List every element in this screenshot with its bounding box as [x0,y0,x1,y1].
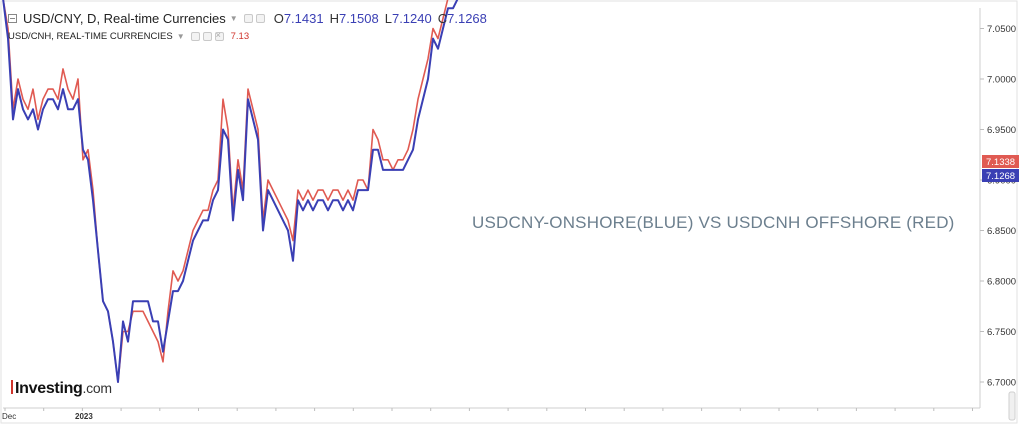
y-tick-label: 6.7500 [987,327,1016,338]
ohlc-low: L7.1240 [384,11,432,26]
logo-mark [11,380,13,394]
y-tick-label: 6.8500 [987,226,1016,237]
visibility-icon[interactable] [202,32,212,41]
scroll-handle[interactable] [1008,391,1016,421]
main-legend: USD/CNY, D, Real-time Currencies ▼ O7.14… [8,11,487,26]
sub-symbol-label[interactable]: USD/CNH, REAL-TIME CURRENCIES [8,31,173,42]
sub-symbol-value: 7.13 [230,31,250,42]
x-axis: Dec 2023 [2,407,980,421]
main-symbol-label[interactable]: USD/CNY, D, Real-time Currencies [23,11,226,26]
chevron-down-icon[interactable]: ▼ [176,32,185,41]
usdcny-last-price-label: 7.1268 [982,169,1019,182]
settings-icon[interactable] [243,14,253,23]
chart-annotation: USDCNY-ONSHORE(BLUE) VS USDCNH OFFSHORE … [472,213,955,232]
usdcnh-series-line [2,0,449,383]
svg-text:7.1268: 7.1268 [986,171,1015,182]
sub-legend: USD/CNH, REAL-TIME CURRENCIES ▼ 7.13 [8,30,250,42]
y-tick-label: 7.0000 [987,75,1016,86]
visibility-icon[interactable] [255,14,265,23]
x-tick-label: Dec [2,412,16,421]
x-tick-label: 2023 [75,412,93,421]
close-icon[interactable] [214,30,224,41]
series-layer [2,0,459,383]
ohlc-close: C7.1268 [437,11,487,26]
svg-text:7.1338: 7.1338 [986,157,1015,168]
y-tick-label: 6.9500 [987,125,1016,136]
price-labels: 7.1338 7.1268 [982,155,1019,182]
settings-icon[interactable] [190,32,200,41]
y-tick-label: 6.8000 [987,277,1016,288]
chevron-down-icon[interactable]: ▼ [229,14,238,23]
investing-logo: Investing.com [11,380,112,398]
usdcnh-last-price-label: 7.1338 [982,155,1019,168]
y-tick-label: 6.7000 [987,378,1016,389]
y-axis: 6.70006.75006.80006.85006.90006.95007.00… [979,8,1016,408]
usdcny-series-line [2,0,459,383]
collapse-icon[interactable] [8,14,17,23]
y-tick-label: 7.0500 [987,24,1016,35]
ohlc-high: H7.1508 [329,11,379,26]
ohlc-open: O7.1431 [273,11,324,26]
